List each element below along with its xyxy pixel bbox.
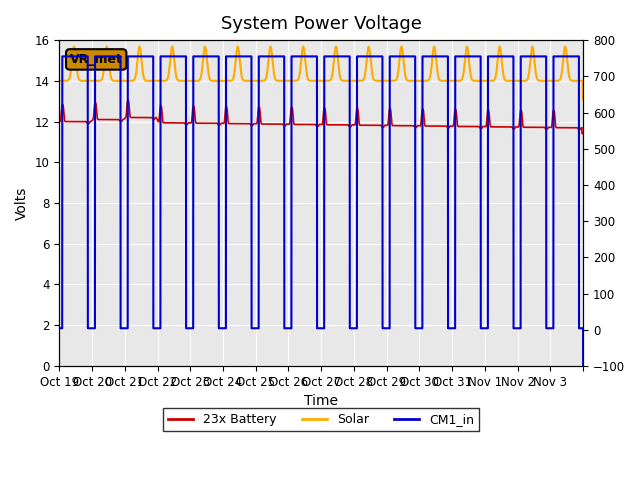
Legend: 23x Battery, Solar, CM1_in: 23x Battery, Solar, CM1_in (163, 408, 479, 432)
Text: VR_met: VR_met (70, 53, 123, 66)
Y-axis label: Volts: Volts (15, 186, 29, 220)
X-axis label: Time: Time (304, 394, 338, 408)
Title: System Power Voltage: System Power Voltage (221, 15, 422, 33)
